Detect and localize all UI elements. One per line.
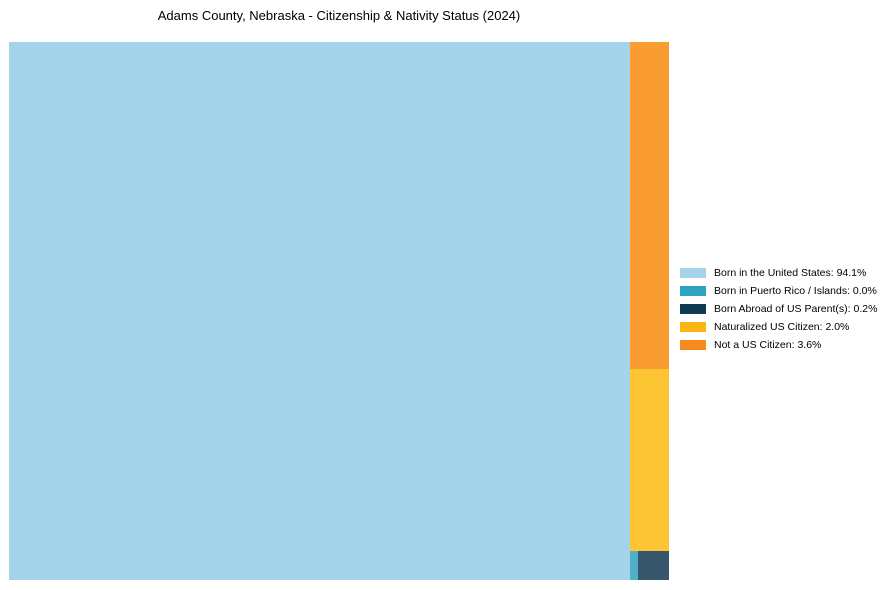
treemap-segment-born-in-puerto-rico bbox=[630, 551, 638, 580]
legend-swatch-born-in-us bbox=[680, 268, 706, 278]
legend-swatch-born-abroad-us-parents bbox=[680, 304, 706, 314]
legend-label: Not a US Citizen: 3.6% bbox=[714, 338, 822, 351]
legend-label: Naturalized US Citizen: 2.0% bbox=[714, 320, 850, 333]
legend-label: Born Abroad of US Parent(s): 0.2% bbox=[714, 302, 878, 315]
legend-item: Born in the United States: 94.1% bbox=[680, 266, 877, 279]
legend-item: Naturalized US Citizen: 2.0% bbox=[680, 320, 877, 333]
legend-swatch-naturalized-citizen bbox=[680, 322, 706, 332]
legend-swatch-born-in-puerto-rico bbox=[680, 286, 706, 296]
treemap-segment-naturalized-citizen bbox=[630, 369, 669, 551]
legend: Born in the United States: 94.1% Born in… bbox=[680, 266, 878, 351]
treemap-segment-not-a-us-citizen bbox=[630, 42, 669, 369]
treemap-segment-born-abroad-us-parents bbox=[638, 551, 669, 580]
treemap-segment-born-in-us bbox=[9, 42, 630, 580]
legend-item: Born Abroad of US Parent(s): 0.2% bbox=[680, 302, 878, 315]
chart-title: Adams County, Nebraska - Citizenship & N… bbox=[157, 8, 521, 23]
legend-item: Not a US Citizen: 3.6% bbox=[680, 338, 877, 351]
treemap-plot-area bbox=[9, 42, 669, 580]
legend-label: Born in the United States: 94.1% bbox=[714, 266, 867, 279]
legend-item: Born in Puerto Rico / Islands: 0.0% bbox=[680, 284, 877, 297]
legend-label: Born in Puerto Rico / Islands: 0.0% bbox=[714, 284, 877, 297]
legend-swatch-not-a-us-citizen bbox=[680, 340, 706, 350]
